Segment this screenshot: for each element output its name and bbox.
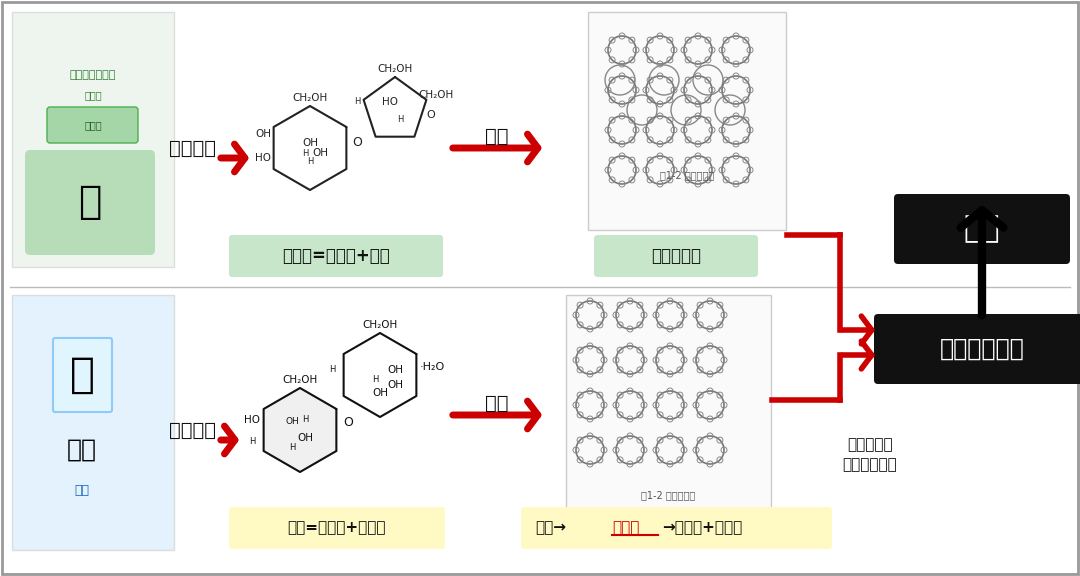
- Text: CH₂OH: CH₂OH: [377, 64, 413, 74]
- FancyBboxPatch shape: [566, 295, 771, 525]
- FancyBboxPatch shape: [25, 150, 156, 255]
- Text: OH: OH: [372, 388, 388, 398]
- Text: 杜密克: 杜密克: [84, 90, 102, 100]
- Text: 来自合成: 来自合成: [170, 138, 216, 157]
- FancyBboxPatch shape: [229, 235, 443, 277]
- Text: 乳品: 乳品: [75, 483, 90, 497]
- FancyBboxPatch shape: [12, 12, 174, 267]
- Text: OH: OH: [387, 380, 403, 390]
- Text: 乳糖不被分解: 乳糖不被分解: [842, 457, 897, 472]
- Text: CH₂OH: CH₂OH: [418, 90, 454, 100]
- Text: OH: OH: [297, 433, 313, 443]
- FancyBboxPatch shape: [594, 235, 758, 277]
- Text: CH₂OH: CH₂OH: [293, 93, 327, 103]
- Text: H: H: [301, 149, 308, 157]
- Text: →半乳糖+葡萄糖: →半乳糖+葡萄糖: [662, 521, 742, 536]
- FancyBboxPatch shape: [229, 507, 445, 549]
- Text: 🌿: 🌿: [79, 183, 102, 221]
- FancyBboxPatch shape: [874, 314, 1080, 384]
- Text: 口服: 口服: [485, 393, 509, 412]
- Text: H: H: [328, 366, 335, 374]
- Text: 导泻: 导泻: [963, 214, 1000, 244]
- Text: 图1-2 小肠和大肠: 图1-2 小肠和大肠: [640, 490, 696, 500]
- Text: HO: HO: [382, 97, 399, 107]
- Text: 🥛: 🥛: [69, 354, 95, 396]
- Text: OH: OH: [302, 138, 318, 148]
- Text: H: H: [248, 438, 255, 446]
- Text: 乳糖→: 乳糖→: [535, 521, 566, 536]
- Text: H: H: [372, 376, 378, 385]
- Text: 乳果糖口服溶液: 乳果糖口服溶液: [70, 70, 117, 80]
- Text: O: O: [343, 415, 353, 429]
- Text: H: H: [396, 116, 403, 124]
- Text: ·H₂O: ·H₂O: [419, 362, 445, 372]
- Text: O: O: [427, 110, 435, 120]
- Polygon shape: [264, 388, 336, 472]
- Text: O: O: [352, 137, 362, 150]
- Text: H: H: [288, 444, 295, 453]
- Text: HO: HO: [255, 153, 271, 163]
- Text: OH: OH: [387, 365, 403, 375]
- FancyBboxPatch shape: [53, 338, 112, 412]
- Text: 乳果糖: 乳果糖: [84, 120, 102, 130]
- FancyBboxPatch shape: [48, 107, 138, 143]
- Text: H: H: [301, 415, 308, 425]
- FancyBboxPatch shape: [894, 194, 1070, 264]
- Text: H: H: [307, 157, 313, 166]
- Text: 图1-2 小肠和大肠: 图1-2 小肠和大肠: [660, 170, 714, 180]
- Text: 乳糖酶缺乏: 乳糖酶缺乏: [847, 438, 893, 453]
- FancyBboxPatch shape: [588, 12, 786, 230]
- Text: H: H: [354, 97, 361, 107]
- Text: CH₂OH: CH₂OH: [282, 375, 318, 385]
- Text: 小肠不吸收: 小肠不吸收: [651, 247, 701, 265]
- FancyBboxPatch shape: [521, 507, 832, 549]
- Text: 乳糖酶: 乳糖酶: [612, 521, 639, 536]
- Text: OH: OH: [255, 129, 271, 139]
- Text: HO: HO: [244, 415, 260, 425]
- Text: 乳果糖=半乳糖+果糖: 乳果糖=半乳糖+果糖: [282, 247, 390, 265]
- Text: OH: OH: [285, 418, 299, 426]
- Text: 来自乳品: 来自乳品: [170, 420, 216, 439]
- Text: OH: OH: [312, 148, 328, 158]
- Text: 口服: 口服: [485, 127, 509, 146]
- Text: 🫙🌾: 🫙🌾: [67, 438, 97, 462]
- Text: 乳糖=半乳糖+葡萄糖: 乳糖=半乳糖+葡萄糖: [287, 521, 387, 536]
- Text: 结肠高渗透压: 结肠高渗透压: [940, 337, 1024, 361]
- FancyBboxPatch shape: [12, 295, 174, 550]
- Text: CH₂OH: CH₂OH: [363, 320, 397, 330]
